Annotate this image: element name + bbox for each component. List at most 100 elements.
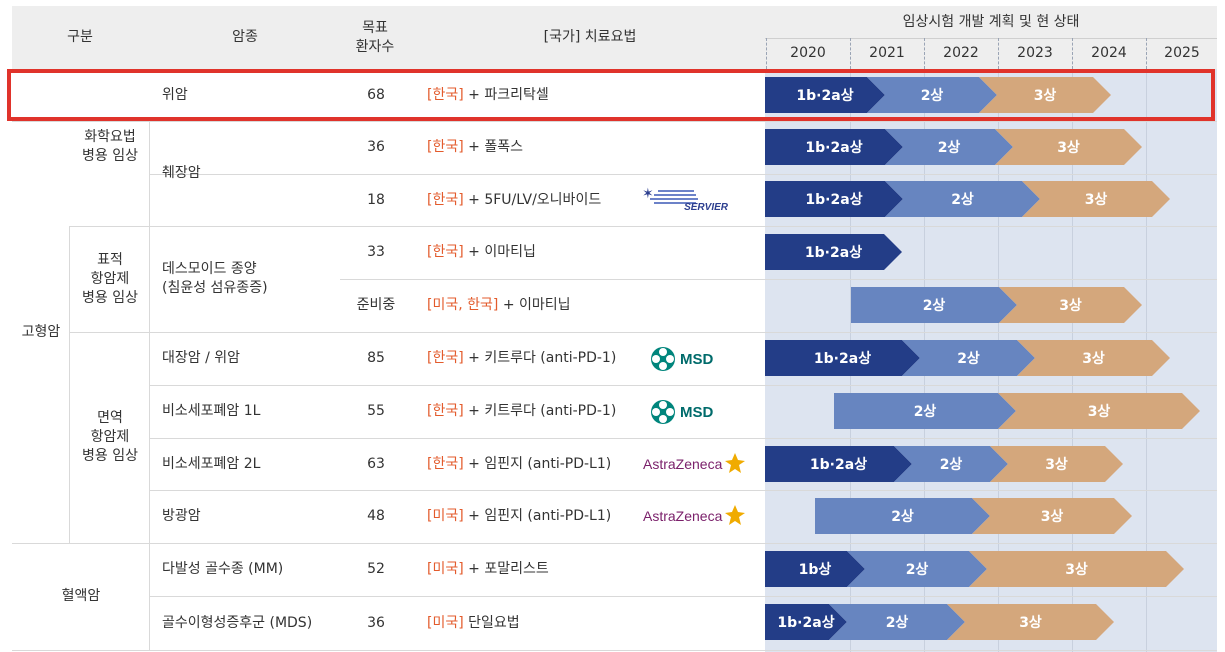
phase-bar: 3상: [999, 287, 1142, 323]
country-tag: [한국]: [427, 244, 464, 260]
row-divider: [12, 121, 1217, 122]
country-tag: [미국, 한국]: [427, 297, 499, 313]
servier-logo: ✶ SERVIER: [640, 186, 728, 216]
country-tag: [한국]: [427, 350, 464, 366]
target-count: 52: [367, 561, 385, 577]
phase-bar: 1b·2a상: [765, 129, 903, 165]
header-year-2025: 2025: [1164, 45, 1200, 61]
phase-bar: 1b·2a상: [765, 181, 903, 217]
phase-bar: 3상: [990, 446, 1123, 482]
year-separator: [924, 38, 925, 69]
servier-mark-icon: ✶: [642, 186, 698, 204]
header-treatment: [국가] 치료요법: [543, 29, 637, 45]
country-tag: [한국]: [427, 191, 464, 208]
therapy-text: 단일요법: [468, 614, 520, 631]
phase-bar: 2상: [815, 498, 990, 534]
target-count: 68: [367, 86, 385, 103]
country-tag: [한국]: [427, 139, 464, 155]
treatment: [한국] + 폴폭스: [427, 121, 647, 174]
therapy-text: + 임핀지 (anti-PD-L1): [468, 455, 612, 472]
therapy-text: + 임핀지 (anti-PD-L1): [468, 508, 612, 524]
cancer-name: 골수이형성증후군 (MDS): [162, 614, 313, 631]
phase-bar: 2상: [867, 77, 997, 113]
target-count: 85: [367, 350, 385, 366]
header-target-line1: 목표: [362, 19, 388, 36]
country-tag: [미국]: [427, 614, 464, 631]
svg-text:✶: ✶: [642, 186, 654, 202]
group-chemo-line1: 화학요법: [84, 129, 136, 145]
msd-logo: MSD: [650, 399, 713, 425]
cancer-name: 비소세포폐암 1L: [162, 403, 261, 419]
cancer-name: 방광암: [162, 508, 201, 524]
therapy-text: + 파크리탁셀: [468, 86, 549, 103]
msd-name: MSD: [680, 403, 714, 421]
group-chemo-combo: 화학요법 병용 임상: [70, 121, 150, 173]
therapy-text: + 키트루다 (anti-PD-1): [468, 350, 617, 366]
phase-bar: 3상: [998, 393, 1200, 429]
treatment: [한국] + 임핀지 (anti-PD-L1): [427, 438, 647, 490]
phase-bar: 2상: [885, 129, 1013, 165]
phase-bar: 2상: [894, 446, 1008, 482]
treatment: [한국] + 파크리탁셀: [427, 69, 647, 121]
row-divider: [340, 279, 1217, 280]
treatment: [미국] + 포말리스트: [427, 543, 647, 596]
astrazeneca-logo: AstraZeneca: [643, 450, 746, 478]
row-divider: [150, 174, 1217, 175]
phase-bar: 1b상: [765, 551, 865, 587]
group-targeted-line1: 표적: [97, 251, 123, 268]
header-year-2023: 2023: [1017, 45, 1053, 61]
msd-mark-icon: [651, 400, 675, 424]
treatment: [미국, 한국] + 이마티닙: [427, 279, 647, 332]
country-tag: [미국]: [427, 508, 464, 524]
header-year-2024: 2024: [1091, 45, 1127, 61]
astrazeneca-name: AstraZeneca: [643, 456, 723, 472]
group-immuno-line3: 병용 임상: [82, 448, 138, 464]
row-divider: [70, 332, 1217, 333]
group-blood-cancer: 혈액암: [61, 588, 101, 604]
header-year-2020: 2020: [790, 45, 826, 61]
phase-bar: 3상: [972, 498, 1132, 534]
phase-bar: 1b·2a상: [765, 604, 847, 640]
year-separator: [998, 38, 999, 69]
group-targeted-line2: 항암제: [90, 270, 130, 287]
row-divider: [150, 385, 1217, 386]
cancer-name: 데스모이드 종양 (침윤성 섬유종증): [162, 226, 342, 332]
target-count: 55: [367, 403, 385, 419]
phase-bar: 2상: [829, 604, 965, 640]
row-divider: [150, 438, 1217, 439]
year-separator: [1072, 38, 1073, 69]
row-divider: [150, 596, 1217, 597]
phase-bar: 2상: [902, 340, 1035, 376]
astrazeneca-mark-icon: [725, 453, 746, 473]
phase-bar: 2상: [851, 287, 1017, 323]
treatment: [한국] + 5FU/LV/오니바이드: [427, 174, 647, 226]
header-cancer: 암종: [232, 29, 258, 45]
group-immuno-line1: 면역: [97, 410, 123, 426]
phase-bar: 2상: [834, 393, 1016, 429]
msd-mark-icon: [651, 347, 675, 371]
treatment: [한국] + 키트루다 (anti-PD-1): [427, 332, 647, 385]
year-separator: [1146, 38, 1147, 69]
col-divider: [149, 121, 150, 650]
group-immuno-combo: 면역 항암제 병용 임상: [70, 332, 150, 543]
treatment: [미국] 단일요법: [427, 596, 647, 650]
header-year-2021: 2021: [869, 45, 905, 61]
therapy-text: + 포말리스트: [468, 561, 549, 577]
phase-bar: 3상: [979, 77, 1111, 113]
therapy-text: + 폴폭스: [468, 139, 523, 155]
cancer-name: 대장암 / 위암: [162, 350, 241, 366]
country-tag: [미국]: [427, 561, 464, 577]
phase-bar: 2상: [885, 181, 1040, 217]
country-tag: [한국]: [427, 86, 464, 103]
cancer-name-line2: (침윤성 섬유종증): [162, 280, 268, 296]
astrazeneca-mark-icon: [725, 505, 746, 525]
target-count: 33: [367, 244, 385, 260]
country-tag: [한국]: [427, 455, 464, 472]
cancer-name: 비소세포폐암 2L: [162, 455, 261, 472]
msd-logo: MSD: [650, 346, 713, 372]
target-count: 36: [367, 614, 385, 631]
col-divider: [69, 226, 70, 543]
cancer-name: 췌장암: [162, 165, 201, 181]
therapy-text: + 5FU/LV/오니바이드: [468, 191, 602, 208]
year-separator: [850, 38, 851, 69]
